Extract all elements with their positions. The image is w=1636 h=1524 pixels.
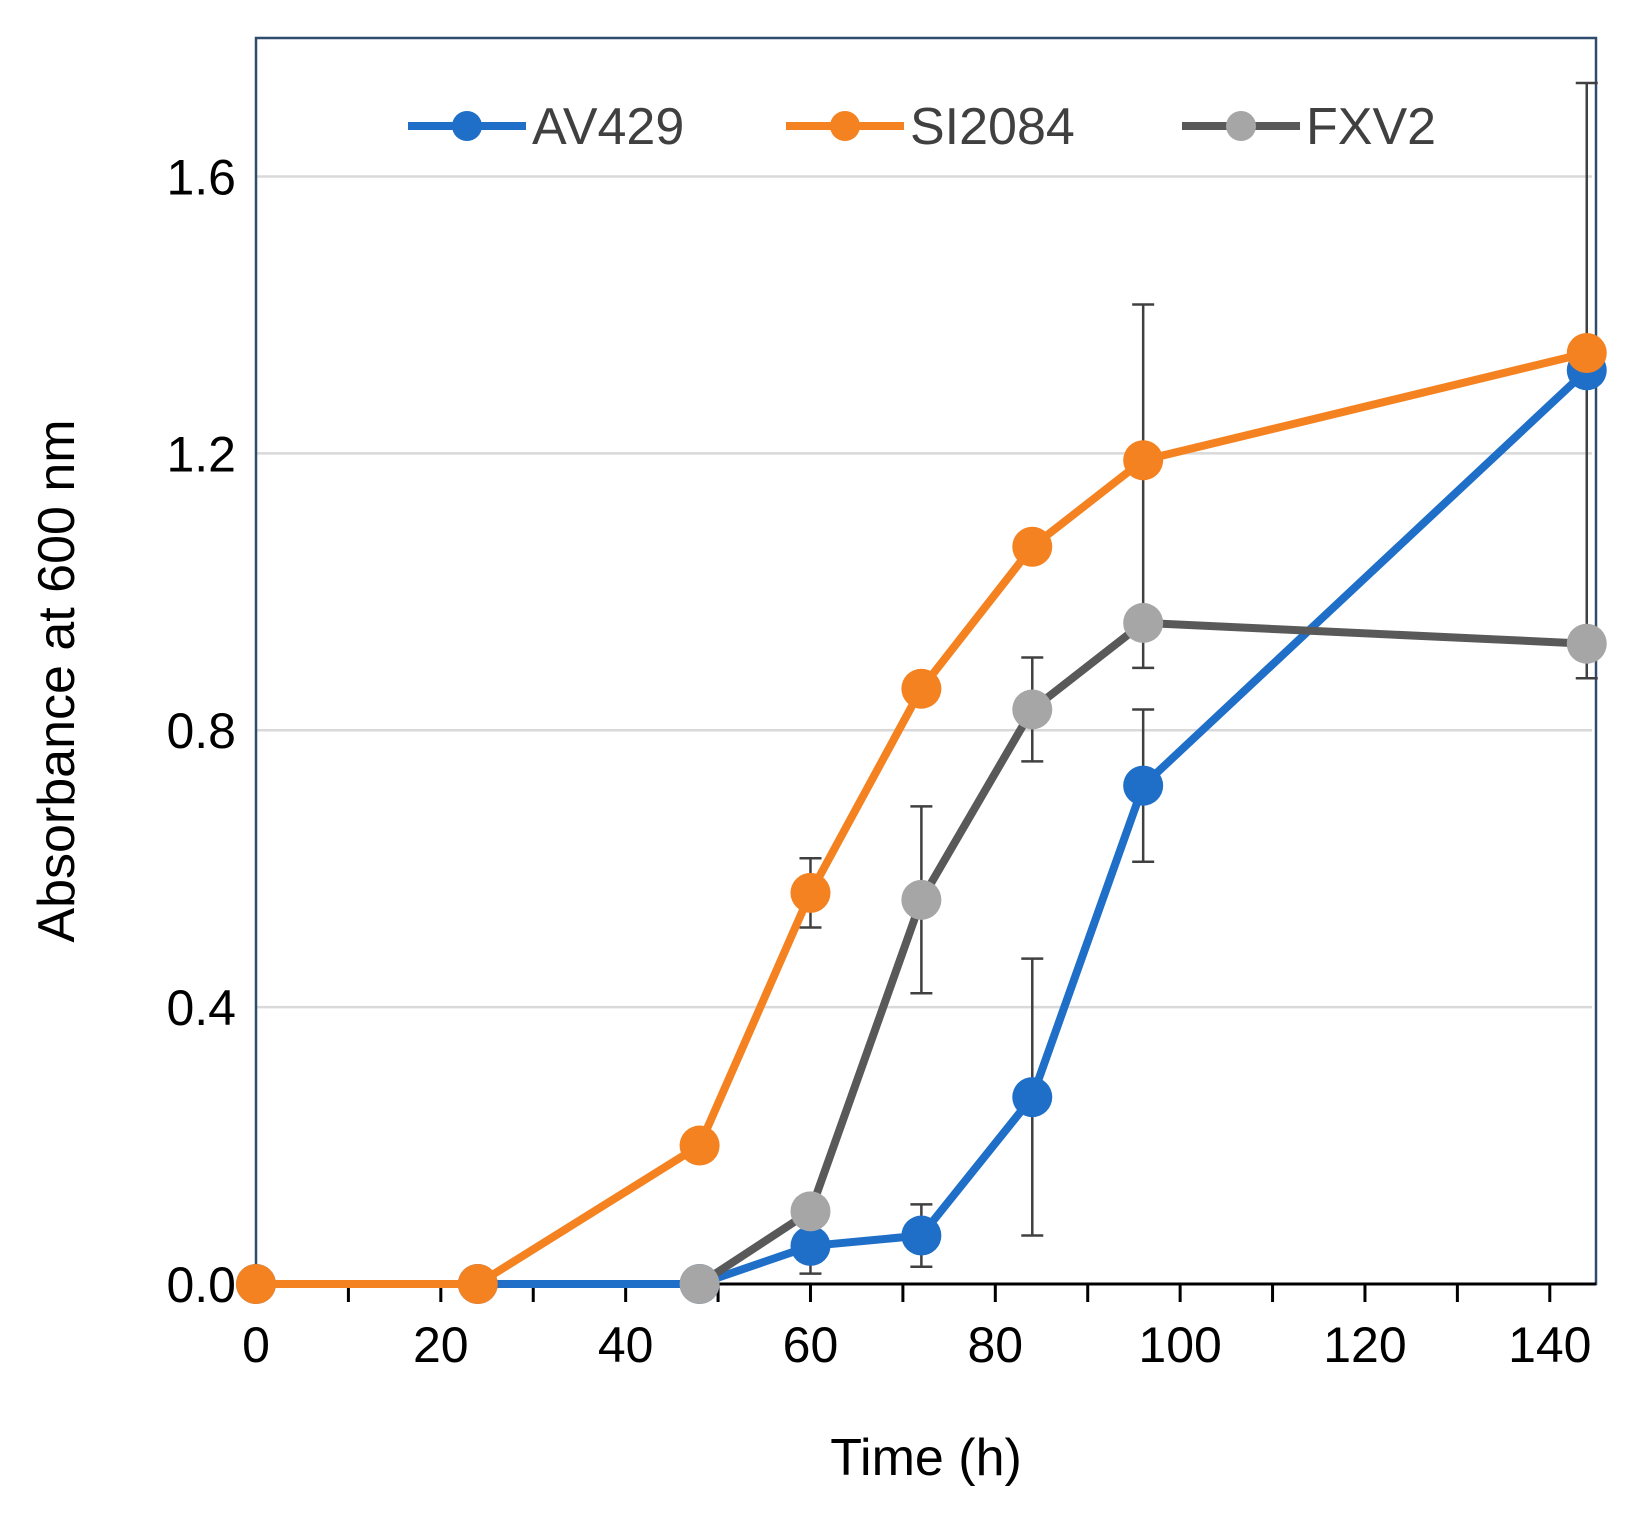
data-point: [457, 1264, 498, 1304]
x-tick-label: 0: [242, 1317, 270, 1373]
axes: 0.0 0.4 0.8 1.2 1.6 0 20 40 60 80 100 120 140: [166, 36, 1598, 1373]
series-line-fxv2: [697, 618, 1587, 1288]
legend-item-av429: AV429: [408, 98, 684, 156]
error-bars-av429: [799, 708, 1155, 1275]
y-tick-label: 1.6: [166, 149, 236, 205]
legend-label: SI2084: [910, 98, 1075, 156]
legend-label: AV429: [532, 98, 684, 156]
legend-marker: [452, 111, 482, 141]
x-tick-label: 120: [1323, 1317, 1406, 1373]
data-point: [679, 1125, 720, 1166]
data-point: [790, 872, 831, 913]
legend-marker: [1226, 111, 1256, 141]
legend: AV429 SI2084 FXV2: [408, 98, 1436, 156]
x-axis-title: Time (h): [830, 1429, 1022, 1487]
data-point: [1012, 526, 1053, 567]
y-axis-title: Absorbance at 600 nm: [28, 419, 86, 942]
y-tick-label: 1.2: [166, 426, 236, 482]
plot-frame: [254, 36, 1598, 1286]
series-line-si2084: [256, 349, 1588, 1288]
data-point: [679, 1264, 720, 1304]
data-point: [1566, 332, 1607, 373]
legend-item-si2084: SI2084: [786, 98, 1075, 156]
data-point: [1123, 765, 1164, 806]
series-fxv2: [679, 602, 1607, 1304]
data-point: [1012, 1077, 1053, 1118]
x-tick-label: 140: [1508, 1317, 1591, 1373]
data-point: [901, 1215, 942, 1256]
data-point: [1123, 602, 1164, 643]
y-tick-label: 0.4: [166, 980, 236, 1036]
data-point: [1012, 689, 1053, 730]
gridlines: [256, 175, 1592, 1009]
data-point: [1123, 440, 1164, 481]
legend-marker: [830, 111, 860, 141]
y-tick-label: 0.8: [166, 703, 236, 759]
series-layer: [236, 81, 1607, 1304]
data-point: [901, 668, 942, 709]
legend-item-fxv2: FXV2: [1182, 98, 1436, 156]
error-bars-fxv2: [910, 81, 1598, 995]
data-point: [790, 1191, 831, 1232]
y-tick-label: 0.0: [166, 1257, 236, 1313]
legend-label: FXV2: [1306, 98, 1436, 156]
x-tick-label: 100: [1138, 1317, 1221, 1373]
data-point: [1566, 623, 1607, 664]
data-point: [236, 1264, 276, 1304]
series-line-av429: [256, 367, 1590, 1288]
x-tick-label: 40: [598, 1317, 654, 1373]
data-point: [901, 879, 942, 920]
data-point: [790, 1225, 831, 1266]
series-si2084: [236, 332, 1607, 1304]
x-tick-label: 20: [413, 1317, 469, 1373]
x-tick-label: 80: [967, 1317, 1023, 1373]
x-tick-label: 60: [783, 1317, 839, 1373]
